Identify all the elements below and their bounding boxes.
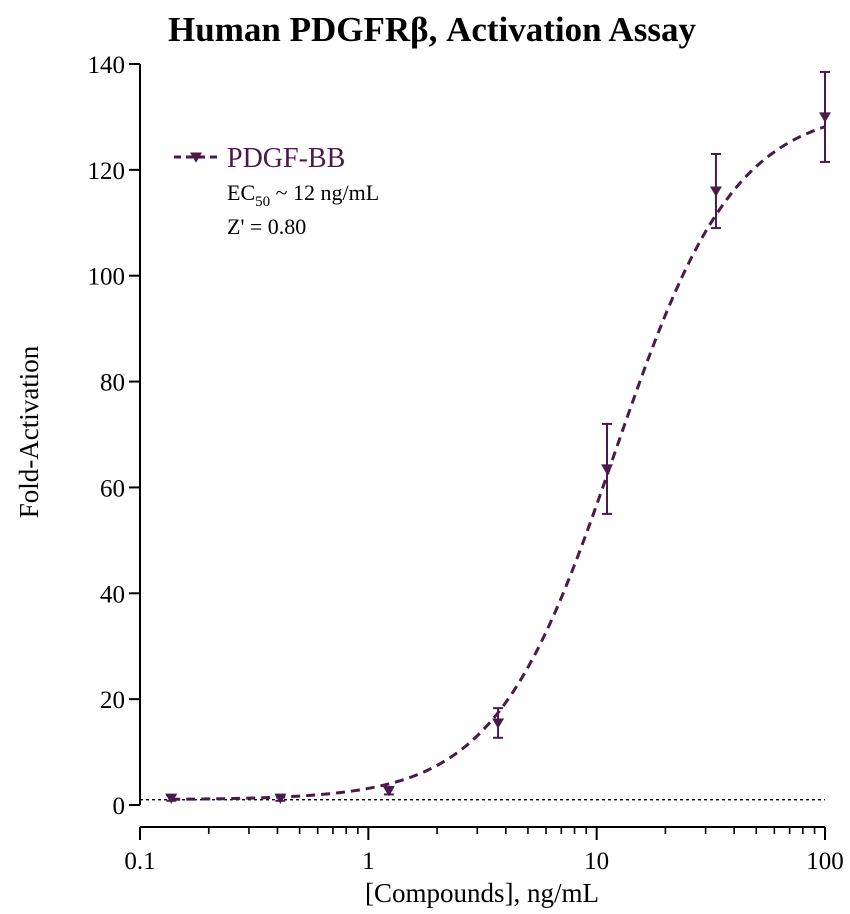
- data-point: [819, 70, 831, 163]
- chart-title: Human PDGFRβ, Activation Assay: [168, 10, 696, 49]
- y-tick-label: 120: [88, 158, 126, 185]
- y-tick-label: 20: [100, 687, 125, 714]
- x-tick-label: 1: [362, 848, 375, 875]
- data-point: [492, 707, 505, 739]
- data-point: [382, 786, 395, 797]
- x-axis-label: [Compounds], ng/mL: [365, 878, 599, 908]
- z-prime-annotation: Z' = 0.80: [227, 214, 306, 239]
- y-tick-label: 140: [88, 52, 126, 79]
- x-tick-label: 10: [584, 848, 609, 875]
- y-tick-label: 40: [100, 581, 125, 608]
- data-point: [274, 793, 287, 804]
- data-marker: [274, 793, 287, 804]
- y-tick-label: 100: [88, 264, 126, 291]
- data-marker: [165, 793, 178, 804]
- data-marker: [601, 464, 614, 475]
- legend-marker: [190, 152, 202, 163]
- ec50-annotation: EC50 ~ 12 ng/mL: [227, 180, 379, 210]
- legend: PDGF-BB EC50 ~ 12 ng/mL Z' = 0.80: [174, 143, 379, 239]
- ec50-value: ~ 12 ng/mL: [270, 180, 379, 205]
- legend-series-name: PDGF-BB: [227, 143, 345, 174]
- x-tick-label: 100: [806, 848, 844, 875]
- x-tick-label: 0.1: [124, 848, 155, 875]
- y-tick-label: 60: [100, 475, 125, 502]
- y-axis: 0 20 40 60 80 100 120 140: [88, 52, 141, 820]
- ec50-subscript: 50: [255, 194, 270, 210]
- data-points: [165, 70, 831, 804]
- y-tick-label: 80: [100, 370, 125, 397]
- y-tick-label: 0: [113, 793, 126, 820]
- data-marker: [819, 112, 831, 123]
- data-marker: [492, 718, 505, 729]
- data-point: [709, 152, 722, 230]
- x-axis: 0.1 1 10 100: [124, 826, 844, 875]
- y-axis-label: Fold-Activation: [14, 345, 44, 518]
- data-point: [601, 422, 614, 515]
- data-marker: [709, 186, 722, 197]
- data-marker: [382, 786, 395, 797]
- ec50-prefix: EC: [227, 180, 255, 205]
- data-point: [165, 793, 178, 804]
